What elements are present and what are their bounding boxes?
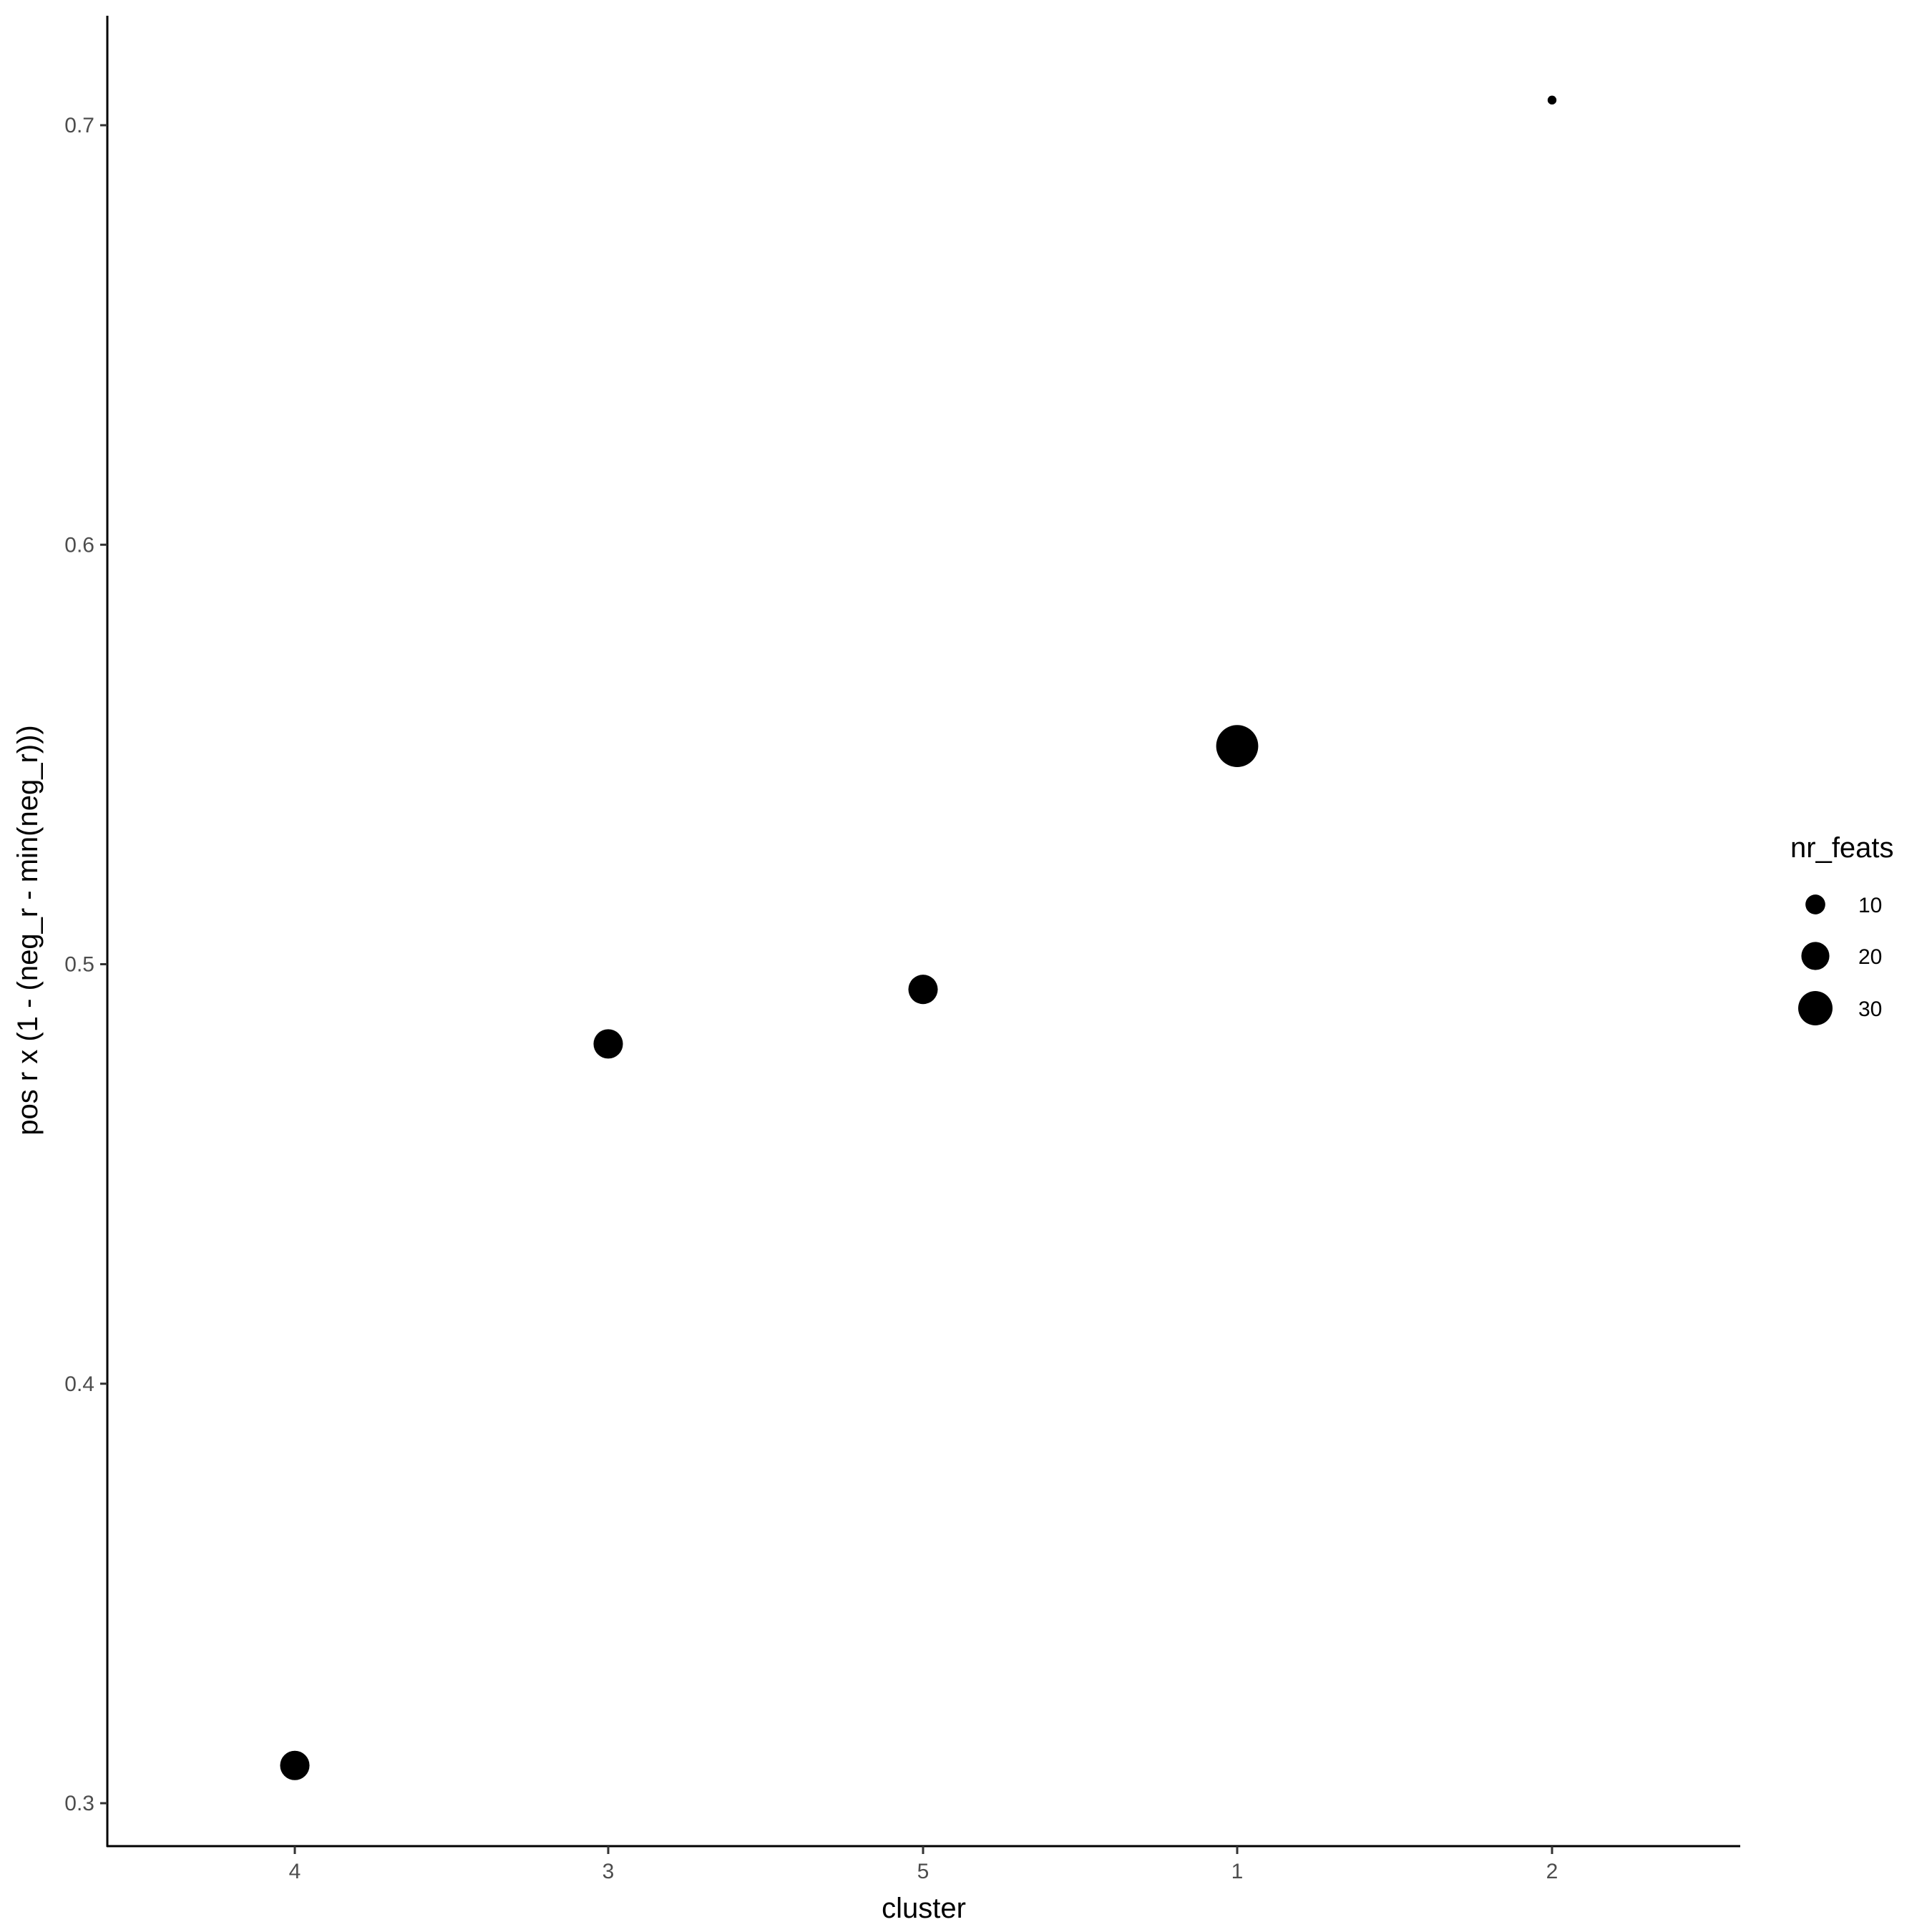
data-point-cluster-3 — [593, 1029, 623, 1059]
x-tick-label: 4 — [289, 1860, 301, 1883]
legend-label: 20 — [1858, 945, 1882, 969]
data-point-cluster-5 — [908, 975, 938, 1005]
x-tick-label: 5 — [917, 1860, 930, 1883]
x-tick-label: 2 — [1546, 1860, 1558, 1883]
x-ticks: 4 3 5 1 2 — [289, 1846, 1558, 1883]
x-axis-title: cluster — [882, 1893, 966, 1924]
legend-title: nr_feats — [1790, 832, 1894, 864]
y-tick-label: 0.6 — [64, 533, 94, 557]
data-point-cluster-2 — [1547, 95, 1557, 105]
legend-key-20 — [1801, 942, 1830, 970]
legend-label: 30 — [1858, 997, 1882, 1021]
legend-key-10 — [1805, 894, 1825, 914]
y-tick-label: 0.4 — [64, 1372, 94, 1396]
legend-key-30 — [1798, 991, 1833, 1025]
y-tick-label: 0.7 — [64, 114, 94, 137]
data-point-cluster-4 — [280, 1750, 310, 1780]
y-tick-label: 0.3 — [64, 1792, 94, 1815]
x-tick-label: 1 — [1231, 1860, 1244, 1883]
y-ticks: 0.3 0.4 0.5 0.6 0.7 — [64, 114, 107, 1815]
x-tick-label: 3 — [602, 1860, 615, 1883]
y-tick-label: 0.5 — [64, 953, 94, 977]
legend-label: 10 — [1858, 894, 1882, 917]
data-point-cluster-1 — [1216, 725, 1259, 768]
legend: nr_feats 10 20 30 — [1790, 832, 1894, 1025]
y-axis-title: pos r x (1 - (neg_r - min(neg_r))) — [12, 725, 44, 1135]
plot-area — [280, 95, 1557, 1780]
